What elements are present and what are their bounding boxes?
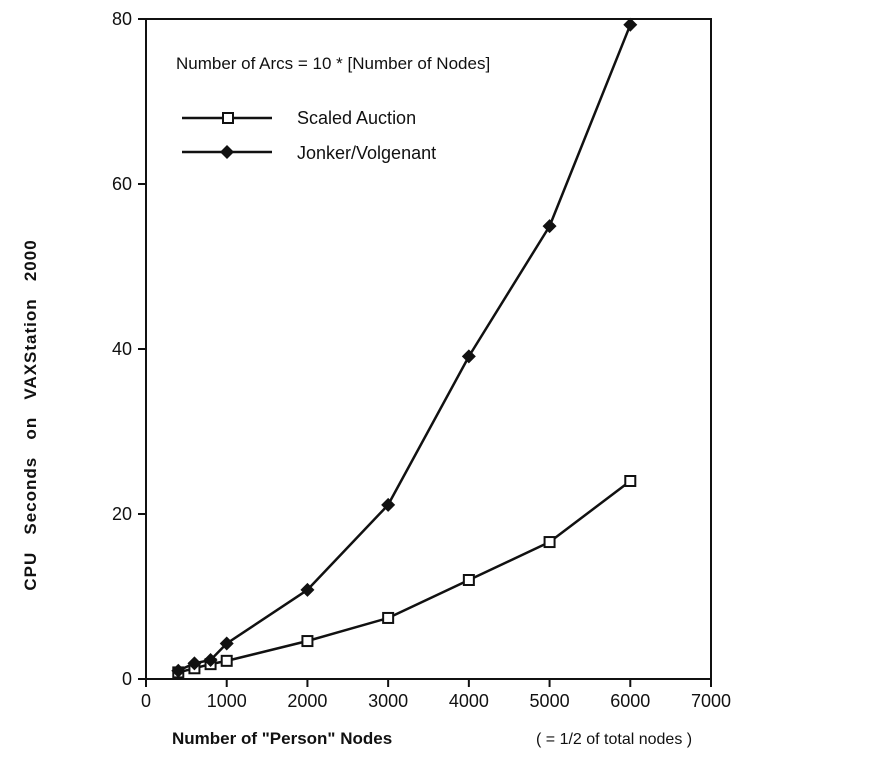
data-point-jonker-volgenant: [171, 663, 186, 678]
y-axis-label: CPU Seconds on VAXStation 2000: [21, 239, 40, 590]
data-point-jonker-volgenant: [461, 349, 476, 364]
x-tick-label: 5000: [530, 691, 570, 711]
x-tick-label: 4000: [449, 691, 489, 711]
x-tick-label: 3000: [368, 691, 408, 711]
x-tick-label: 1000: [207, 691, 247, 711]
data-point-jonker-volgenant: [381, 497, 396, 512]
x-axis-label: Number of "Person" Nodes: [172, 729, 392, 748]
data-point-jonker-volgenant: [203, 653, 218, 668]
data-point-scaled-auction: [382, 611, 395, 624]
data-point-jonker-volgenant: [542, 219, 557, 234]
x-tick-label: 0: [141, 691, 151, 711]
data-point-scaled-auction: [462, 574, 475, 586]
data-point-scaled-auction: [301, 635, 314, 648]
x-axis-note: ( = 1/2 of total nodes ): [536, 731, 692, 748]
data-point-jonker-volgenant: [219, 636, 234, 651]
y-tick-label: 20: [112, 504, 132, 524]
chart-annotation: Number of Arcs = 10 * [Number of Nodes]: [176, 54, 490, 73]
data-point-jonker-volgenant: [623, 17, 638, 32]
y-tick-label: 40: [112, 339, 132, 359]
legend-marker-filled-diamond: [220, 145, 234, 159]
y-tick-label: 80: [112, 9, 132, 29]
data-point-scaled-auction: [220, 654, 233, 667]
legend-label-jonker-volgenant: Jonker/Volgenant: [297, 143, 436, 163]
series-line-scaled-auction: [177, 480, 632, 674]
data-point-scaled-auction: [624, 475, 637, 487]
legend-label-scaled-auction: Scaled Auction: [297, 108, 416, 128]
y-tick-label: 60: [112, 174, 132, 194]
legend: Scaled Auction Jonker/Volgenant: [182, 108, 436, 163]
x-tick-label: 2000: [287, 691, 327, 711]
x-tick-label: 6000: [610, 691, 650, 711]
y-tick-label: 0: [122, 669, 132, 689]
data-point-jonker-volgenant: [187, 656, 202, 671]
x-tick-label: 7000: [691, 691, 731, 711]
legend-marker-open-square: [222, 112, 234, 124]
data-point-jonker-volgenant: [300, 582, 315, 597]
data-point-scaled-auction: [543, 536, 556, 549]
